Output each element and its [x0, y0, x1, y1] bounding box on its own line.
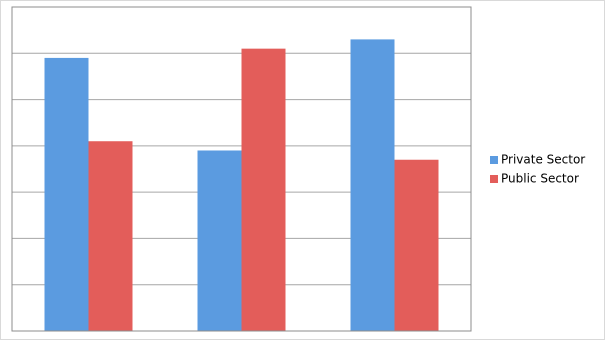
legend-swatch [490, 175, 498, 183]
plot-border [11, 6, 472, 332]
legend-label: Private Sector [501, 153, 585, 167]
bar [241, 48, 286, 332]
bar [44, 57, 89, 332]
bar [197, 150, 242, 331]
legend-label: Public Sector [501, 172, 579, 186]
bar [350, 39, 395, 332]
bar [394, 159, 439, 331]
legend-swatch [490, 156, 498, 164]
bar [88, 141, 133, 331]
